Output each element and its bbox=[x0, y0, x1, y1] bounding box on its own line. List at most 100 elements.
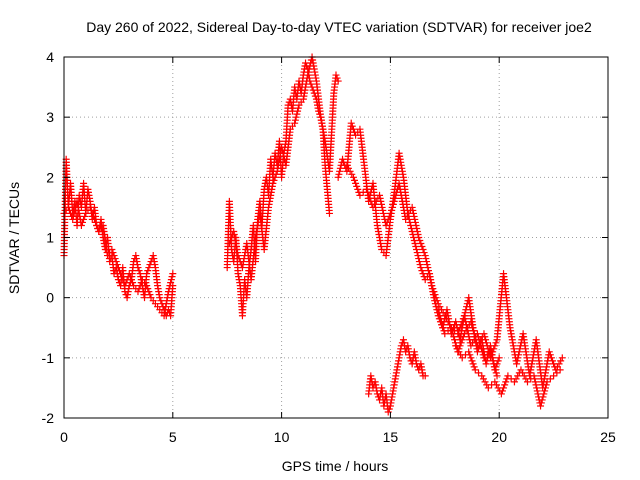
x-tick-label: 5 bbox=[169, 429, 177, 445]
data-point-interp bbox=[333, 74, 341, 82]
data-point-interp bbox=[482, 336, 490, 344]
data-point bbox=[349, 173, 357, 181]
data-point-interp bbox=[165, 285, 173, 293]
data-point-interp bbox=[413, 249, 421, 257]
data-point-interp bbox=[430, 288, 438, 296]
series-0 bbox=[60, 155, 177, 320]
data-point-interp bbox=[154, 303, 162, 311]
data-point-interp bbox=[69, 212, 77, 220]
x-tick-label: 0 bbox=[60, 429, 68, 445]
data-point bbox=[556, 366, 564, 374]
data-point-interp bbox=[413, 224, 421, 232]
data-point bbox=[530, 372, 538, 380]
data-point-interp bbox=[426, 276, 434, 284]
data-point-interp bbox=[264, 206, 272, 214]
data-point-interp bbox=[234, 249, 242, 257]
data-point bbox=[408, 203, 416, 211]
data-point bbox=[458, 354, 466, 362]
data-point-interp bbox=[127, 276, 135, 284]
data-point-interp bbox=[481, 333, 489, 341]
data-point bbox=[112, 258, 120, 266]
data-point-interp bbox=[466, 351, 474, 359]
data-point-interp bbox=[395, 357, 403, 365]
data-point bbox=[434, 306, 442, 314]
data-point-interp bbox=[453, 345, 461, 353]
data-point bbox=[452, 318, 460, 326]
data-point-interp bbox=[459, 333, 467, 341]
data-point-interp bbox=[390, 381, 398, 389]
data-point bbox=[413, 246, 421, 254]
data-point bbox=[480, 330, 488, 338]
data-point-interp bbox=[425, 270, 433, 278]
data-point bbox=[478, 372, 486, 380]
data-point-interp bbox=[534, 390, 542, 398]
data-point-interp bbox=[392, 369, 400, 377]
data-point-interp bbox=[432, 294, 440, 302]
data-point bbox=[356, 191, 364, 199]
data-point bbox=[550, 372, 558, 380]
data-point-interp bbox=[542, 381, 550, 389]
data-point bbox=[334, 173, 342, 181]
data-point-interp bbox=[234, 267, 242, 275]
data-point-interp bbox=[270, 176, 278, 184]
data-point-interp bbox=[379, 209, 387, 217]
data-point-interp bbox=[297, 98, 305, 106]
data-point bbox=[415, 234, 423, 241]
data-point-interp bbox=[316, 110, 324, 118]
data-point-interp bbox=[546, 351, 554, 359]
data-point-interp bbox=[377, 197, 385, 205]
data-point bbox=[428, 282, 436, 290]
data-point-interp bbox=[303, 74, 311, 82]
data-point-interp bbox=[450, 333, 458, 341]
data-point-interp bbox=[109, 249, 117, 257]
data-point-interp bbox=[412, 221, 420, 229]
data-point-interp bbox=[513, 357, 521, 365]
data-point bbox=[543, 378, 551, 386]
data-point-interp bbox=[412, 357, 420, 365]
data-point-interp bbox=[321, 134, 329, 142]
data-point-interp bbox=[422, 255, 430, 263]
data-point-interp bbox=[391, 194, 399, 202]
data-point-interp bbox=[470, 363, 478, 371]
data-point-interp bbox=[312, 74, 320, 82]
data-point-interp bbox=[478, 348, 486, 356]
data-point-interp bbox=[547, 354, 555, 362]
data-point-interp bbox=[540, 390, 548, 398]
data-point bbox=[495, 354, 503, 362]
data-point-interp bbox=[424, 267, 432, 275]
data-point-interp bbox=[294, 104, 302, 112]
data-point bbox=[343, 161, 351, 169]
data-point bbox=[369, 203, 377, 211]
data-point bbox=[471, 366, 479, 374]
data-point-interp bbox=[410, 212, 418, 220]
data-point bbox=[497, 390, 505, 398]
data-point-interp bbox=[531, 378, 539, 386]
data-point-interp bbox=[389, 200, 397, 208]
data-point-interp bbox=[383, 218, 391, 226]
data-point-interp bbox=[166, 282, 174, 290]
y-tick-label: -2 bbox=[42, 410, 55, 426]
data-point-interp bbox=[286, 128, 294, 136]
data-point bbox=[491, 378, 499, 386]
y-tick-label: -1 bbox=[42, 350, 55, 366]
data-point bbox=[434, 300, 442, 308]
data-point-interp bbox=[89, 212, 97, 220]
data-point-interp bbox=[142, 273, 150, 281]
data-point bbox=[90, 215, 98, 223]
data-point-interp bbox=[115, 267, 123, 275]
data-point-interp bbox=[438, 321, 446, 329]
data-point bbox=[452, 342, 460, 350]
data-point-interp bbox=[129, 279, 137, 287]
data-point-interp bbox=[136, 282, 144, 290]
data-point-interp bbox=[492, 339, 500, 347]
x-axis-label: GPS time / hours bbox=[282, 458, 389, 474]
data-point-interp bbox=[533, 387, 541, 395]
data-point-interp bbox=[294, 107, 302, 115]
data-point-interp bbox=[468, 357, 476, 365]
data-point-interp bbox=[378, 203, 386, 211]
data-point bbox=[447, 324, 455, 332]
data-point bbox=[225, 240, 233, 248]
data-point bbox=[493, 372, 501, 380]
data-point-interp bbox=[390, 197, 398, 205]
data-point-interp bbox=[411, 218, 419, 226]
